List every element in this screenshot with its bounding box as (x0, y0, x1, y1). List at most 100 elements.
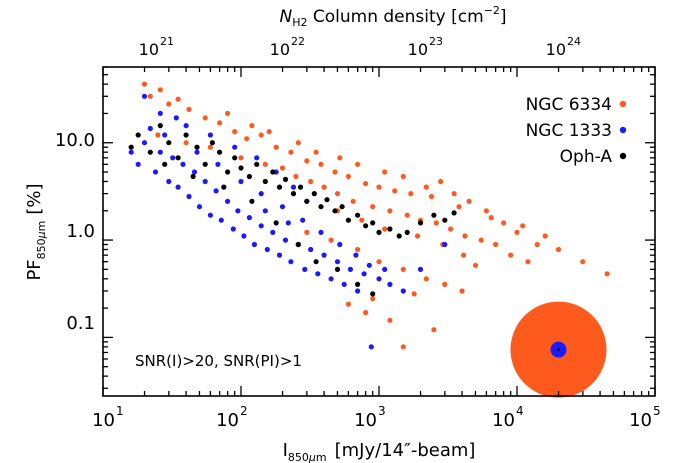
data-point (218, 217, 224, 223)
data-point (157, 149, 163, 155)
legend-item-oph-a: Oph-A (560, 147, 627, 167)
data-point (400, 266, 406, 272)
data-point (324, 197, 330, 203)
data-point (423, 184, 429, 190)
data-point (254, 155, 260, 161)
svg-text:NGC 6334: NGC 6334 (526, 95, 612, 115)
data-point (196, 204, 203, 210)
data-point (304, 198, 310, 204)
data-point (290, 191, 297, 197)
svg-text:5: 5 (653, 404, 661, 418)
data-point (313, 259, 319, 265)
data-point (221, 184, 227, 190)
data-point (302, 266, 308, 272)
data-point (313, 149, 319, 155)
x-axis-title: I850µm [mJy/14″-beam] (283, 440, 476, 463)
data-point (345, 301, 351, 307)
data-point (300, 217, 306, 223)
data-point (180, 161, 186, 167)
data-point (190, 173, 196, 180)
data-point (466, 198, 472, 204)
data-point (363, 181, 369, 187)
data-point (273, 144, 279, 150)
data-point (166, 140, 172, 146)
data-point (155, 132, 161, 138)
data-point (254, 161, 260, 167)
data-point (230, 226, 236, 232)
data-point (555, 246, 562, 253)
data-point (246, 173, 252, 180)
data-point (328, 237, 334, 243)
data-point (295, 140, 301, 146)
data-point (350, 198, 356, 204)
data-point (293, 173, 299, 180)
data-point (400, 344, 406, 350)
axis-ticks (102, 66, 656, 396)
top-axis-title: NH2 Column density [cm−2] (279, 4, 506, 29)
data-point (209, 140, 215, 146)
data-point (295, 241, 301, 248)
data-point (438, 178, 444, 185)
x-tick-label: 10 4 (492, 404, 524, 431)
data-point (451, 191, 457, 197)
data-point (376, 259, 382, 265)
data-point (370, 204, 376, 210)
data-point (355, 246, 361, 253)
data-point (400, 288, 406, 294)
data-point (258, 223, 264, 229)
data-point (225, 198, 231, 204)
data-point (213, 188, 219, 194)
data-point (183, 123, 189, 129)
svg-text:10: 10 (408, 40, 428, 59)
data-point (175, 184, 181, 190)
svg-text:10: 10 (270, 40, 290, 59)
data-point (433, 220, 439, 226)
data-point (318, 229, 324, 235)
data-point (279, 165, 286, 171)
legend-marker (619, 152, 627, 160)
y-tick-label: 10.0 (55, 130, 95, 151)
data-point (304, 229, 310, 235)
data-point (417, 220, 424, 226)
data-point (417, 266, 424, 272)
data-point (270, 229, 276, 235)
data-point (202, 115, 208, 121)
data-point (141, 81, 148, 87)
top-tick-label: 10 24 (546, 35, 581, 59)
data-point (442, 217, 448, 223)
data-point (258, 132, 264, 138)
data-point (332, 169, 338, 175)
data-point (392, 188, 398, 194)
svg-text:10: 10 (216, 410, 239, 431)
data-point (442, 241, 448, 248)
data-point (318, 161, 324, 167)
data-point (273, 220, 279, 226)
data-point (238, 155, 244, 161)
data-point (337, 155, 343, 161)
data-point (347, 266, 353, 272)
data-point (451, 210, 457, 216)
data-point (266, 129, 272, 135)
svg-text:22: 22 (291, 35, 305, 48)
legend-marker (619, 126, 627, 134)
data-point (387, 226, 393, 232)
data-point (232, 155, 238, 161)
data-point (157, 110, 163, 116)
legend-marker (619, 100, 627, 108)
data-point (404, 212, 410, 218)
data-point (382, 266, 388, 272)
data-point (337, 241, 343, 248)
data-point (359, 217, 365, 223)
top-tick-label: 10 22 (270, 35, 305, 59)
svg-text:21: 21 (160, 35, 174, 48)
data-point (493, 241, 499, 248)
data-point (207, 144, 213, 150)
data-point (183, 140, 189, 146)
data-point (202, 161, 208, 167)
data-point (387, 317, 393, 323)
data-point (321, 184, 327, 190)
data-point (318, 204, 324, 210)
data-point (382, 226, 388, 232)
svg-text:10: 10 (546, 40, 566, 59)
